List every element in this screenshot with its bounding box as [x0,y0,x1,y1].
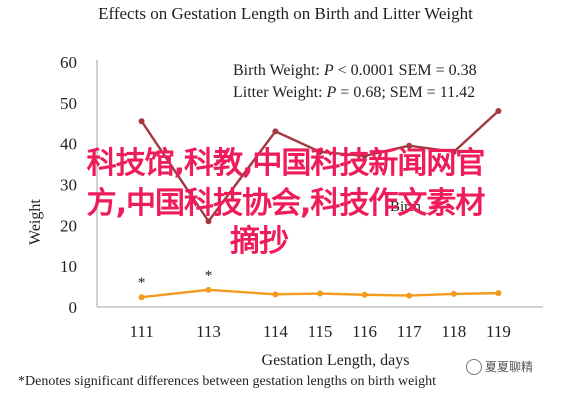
x-axis-label: Gestation Length, days [261,352,410,369]
data-point [406,142,413,149]
overlay-text-line-1: 科技馆,科教,中国科技新闻网官 [86,146,486,181]
data-point [450,290,457,297]
y-axis-label: Weight [27,199,44,245]
watermark-text: 夏夏聊精 [485,360,534,374]
legend-fragment: Birth [390,199,421,215]
y-tick-label: 50 [60,94,77,113]
y-tick-label: 10 [60,257,77,276]
data-point [317,290,323,297]
data-point [138,294,145,301]
chart-series [138,108,502,301]
x-tick-label: 119 [486,322,511,341]
stats-value: = 0.68; SEM = 11.42 [336,84,476,101]
stats-label: Birth Weight: [233,62,324,79]
x-tick-label: 114 [263,322,288,341]
data-point [450,148,457,155]
y-tick-labels: 0 10 20 30 40 50 60 [60,53,77,317]
data-point [406,292,413,299]
stats-birth-weight: Birth Weight: P < 0.0001 SEM = 0.38 [233,62,477,80]
chart-title: Effects on Gestation Length on Birth and… [98,4,473,23]
significance-marker: * [205,268,213,284]
x-tick-label: 117 [397,322,422,341]
y-tick-label: 60 [60,53,77,72]
y-tick-label: 0 [69,298,78,317]
data-point [138,118,145,125]
y-tick-label: 40 [60,135,77,154]
data-point [272,128,279,135]
data-point [361,152,368,159]
data-point [495,108,502,114]
x-tick-labels: 111 113 114 115 116 117 118 119 [129,322,510,341]
overlay-text-line-3: 摘抄 [230,224,289,259]
p-symbol: P [323,62,334,79]
x-tick-label: 116 [352,322,377,341]
stats-label: Litter Weight: [233,84,327,101]
y-tick-label: 20 [60,216,77,235]
data-point [205,218,212,225]
chat-bubble-icon [466,358,482,375]
x-tick-label: 113 [196,322,221,341]
footnote: *Denotes significant differences between… [18,374,437,389]
stats-value: < 0.0001 SEM = 0.38 [333,62,477,79]
significance-marker: * [138,275,146,291]
data-point [495,290,502,297]
data-point [361,291,368,298]
data-point [272,291,279,298]
chart-axes [96,60,543,308]
x-tick-label: 118 [441,322,466,341]
series-line [141,288,499,299]
series-line [140,110,500,224]
overlay-text-line-2: 方,中国科技协会,科技作文素材 [86,186,486,221]
data-point [317,148,323,155]
stats-litter-weight: Litter Weight: P = 0.68; SEM = 11.42 [233,84,475,102]
watermark: 夏夏聊精 [466,358,533,375]
y-tick-label: 30 [60,176,77,195]
x-tick-label: 115 [308,322,333,341]
significance-markers: * * [138,268,212,291]
p-symbol: P [326,84,337,101]
x-tick-label: 111 [129,322,153,341]
data-point [205,286,212,293]
